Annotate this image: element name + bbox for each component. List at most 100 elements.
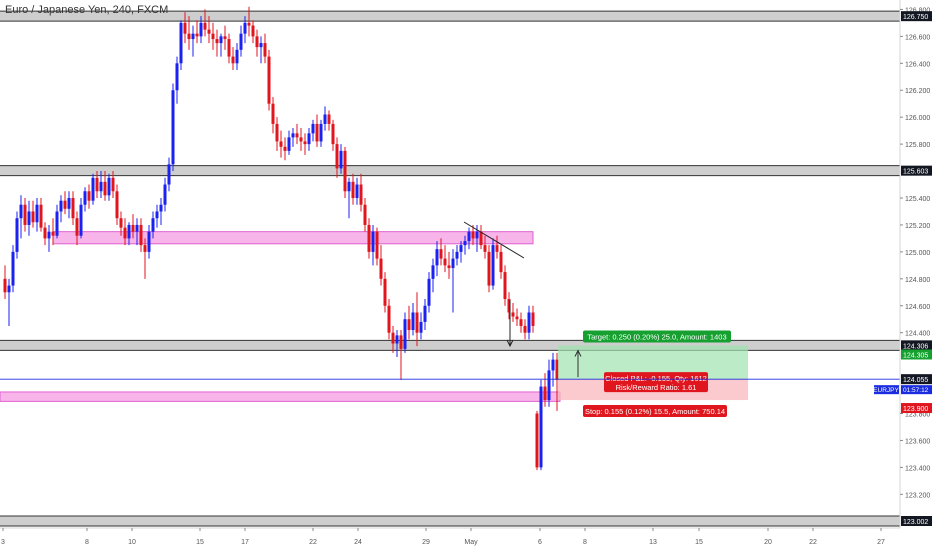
time-tick-label: 15 xyxy=(196,539,204,546)
candle-body xyxy=(431,265,435,279)
level-price-tag xyxy=(901,515,932,526)
candle-body xyxy=(511,312,515,317)
candle-body xyxy=(279,141,283,147)
candle-body xyxy=(111,177,115,192)
candle-body xyxy=(59,200,63,212)
candle-body xyxy=(159,204,163,212)
candle-body xyxy=(343,150,347,192)
candle-body xyxy=(391,332,395,344)
candle-body xyxy=(311,123,315,134)
candle-body xyxy=(199,22,203,37)
candle-body xyxy=(459,245,463,252)
candle-body xyxy=(331,123,335,145)
candle-body xyxy=(291,133,295,138)
level-price-tag xyxy=(901,11,932,22)
price-tick-label: 126.400 xyxy=(905,61,930,68)
price-tick-label: 125.800 xyxy=(905,142,930,149)
candle-body xyxy=(15,218,19,252)
level-price-label: 125.603 xyxy=(903,169,928,176)
candle-body xyxy=(363,204,367,225)
candle-body xyxy=(455,251,459,259)
candle-body xyxy=(27,211,31,225)
candle-body xyxy=(423,305,427,322)
candle-body xyxy=(183,22,187,34)
candle-body xyxy=(107,177,111,196)
price-tick-label: 125.400 xyxy=(905,196,930,203)
time-tick-label: 27 xyxy=(877,539,885,546)
horizontal-level-zone[interactable] xyxy=(0,340,900,351)
candles-layer xyxy=(3,6,559,471)
candle-body xyxy=(443,258,447,266)
up-arrow-icon xyxy=(574,349,582,357)
price-tick-label: 126.000 xyxy=(905,115,930,122)
pink-supply-zone[interactable] xyxy=(0,391,561,402)
horizontal-level-zone[interactable] xyxy=(0,515,900,526)
candle-body xyxy=(439,249,443,259)
candle-body xyxy=(395,335,399,344)
price-axis[interactable] xyxy=(900,0,932,550)
target-price-label: 124.305 xyxy=(903,352,928,359)
candle-body xyxy=(483,245,487,252)
candle-body xyxy=(223,36,227,40)
candle-body xyxy=(195,33,199,37)
stop-price-label: 123.900 xyxy=(903,406,928,413)
candle-body xyxy=(447,265,451,269)
target-price-tag xyxy=(901,349,932,360)
trend-line[interactable] xyxy=(463,221,525,259)
candle-body xyxy=(147,231,151,252)
candle-body xyxy=(275,123,279,142)
candle-body xyxy=(295,133,299,138)
candle-body xyxy=(487,251,491,286)
symbol-label: EURJPY xyxy=(873,387,899,394)
position-tool[interactable]: Target: 0.250 (0.20%) 25.0, Amount: 1403… xyxy=(0,221,900,418)
horizontal-level-zone[interactable] xyxy=(0,11,900,22)
candle-body xyxy=(463,241,467,246)
price-tick-label: 124.600 xyxy=(905,304,930,311)
candle-body xyxy=(91,177,95,201)
candle-body xyxy=(243,22,247,34)
current-price-label: 124.055 xyxy=(903,377,928,384)
price-tick-label: 125.200 xyxy=(905,223,930,230)
candle-body xyxy=(163,184,167,205)
price-tick-label: 126.200 xyxy=(905,88,930,95)
candle-body xyxy=(75,218,79,236)
candle-body xyxy=(115,191,119,219)
symbol-tag xyxy=(874,385,899,395)
candle-body xyxy=(335,144,339,169)
pnl-label-box xyxy=(604,372,708,393)
candle-body xyxy=(315,123,319,142)
candle-body xyxy=(451,258,455,269)
candle-body xyxy=(71,198,75,219)
candle-body xyxy=(251,25,255,37)
candle-body xyxy=(99,181,103,192)
candle-body xyxy=(155,211,159,219)
candle-body xyxy=(175,63,179,91)
candle-body xyxy=(535,413,539,468)
candle-body xyxy=(211,33,215,40)
candle-body xyxy=(539,386,543,468)
time-tick-label: 6 xyxy=(538,539,542,546)
candle-body xyxy=(171,90,175,165)
closed-pnl-label: Closed P&L: -0.155, Qty: 1612 xyxy=(605,374,707,383)
candle-body xyxy=(323,114,327,124)
candle-body xyxy=(187,33,191,40)
price-tick-label: 126.800 xyxy=(905,7,930,14)
candle-body xyxy=(491,245,495,286)
candle-body xyxy=(103,181,107,196)
time-tick-label: 22 xyxy=(809,539,817,546)
time-tick-label: 15 xyxy=(695,539,703,546)
candle-body xyxy=(123,227,127,239)
level-price-label: 123.002 xyxy=(903,519,928,526)
price-tick-label: 123.400 xyxy=(905,465,930,472)
time-tick-label: 20 xyxy=(764,539,772,546)
candle-body xyxy=(407,319,411,330)
horizontal-level-zone[interactable] xyxy=(0,165,900,176)
candle-body xyxy=(379,258,383,279)
zones-layer xyxy=(0,10,900,527)
candle-body xyxy=(135,224,139,232)
candle-body xyxy=(203,22,207,30)
time-tick-label: 29 xyxy=(422,539,430,546)
candle-body xyxy=(219,36,223,44)
candle-body xyxy=(527,312,531,333)
